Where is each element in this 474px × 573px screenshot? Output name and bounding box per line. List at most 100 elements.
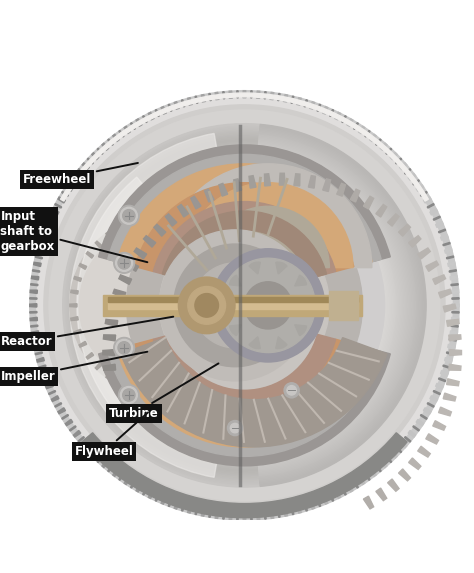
Wedge shape — [92, 153, 258, 458]
Circle shape — [195, 293, 219, 317]
Wedge shape — [207, 206, 329, 268]
Polygon shape — [223, 92, 225, 99]
Polygon shape — [278, 93, 280, 101]
Polygon shape — [376, 139, 381, 146]
Polygon shape — [304, 100, 307, 107]
Polygon shape — [358, 477, 365, 485]
Polygon shape — [443, 365, 450, 368]
Circle shape — [123, 210, 135, 222]
Wedge shape — [71, 131, 260, 480]
Polygon shape — [317, 104, 321, 111]
Polygon shape — [364, 196, 374, 209]
Wedge shape — [111, 172, 256, 439]
Circle shape — [114, 337, 135, 358]
Polygon shape — [426, 434, 438, 444]
Polygon shape — [283, 95, 288, 102]
Wedge shape — [116, 177, 255, 434]
Polygon shape — [370, 469, 376, 476]
Polygon shape — [322, 107, 328, 114]
Polygon shape — [143, 116, 147, 123]
Wedge shape — [108, 154, 381, 264]
Wedge shape — [82, 433, 407, 518]
Polygon shape — [294, 174, 300, 186]
Polygon shape — [229, 91, 233, 99]
Polygon shape — [41, 371, 48, 375]
Wedge shape — [108, 168, 256, 442]
Polygon shape — [82, 441, 90, 448]
Wedge shape — [258, 150, 401, 461]
Polygon shape — [58, 408, 65, 414]
Wedge shape — [258, 151, 400, 460]
Polygon shape — [144, 387, 148, 394]
Wedge shape — [259, 140, 410, 470]
Polygon shape — [323, 179, 331, 191]
Wedge shape — [82, 143, 259, 468]
Polygon shape — [168, 500, 172, 507]
Wedge shape — [257, 158, 392, 453]
Wedge shape — [121, 182, 255, 429]
Wedge shape — [153, 202, 336, 276]
Polygon shape — [217, 363, 224, 370]
Wedge shape — [65, 126, 260, 485]
Polygon shape — [449, 270, 456, 272]
Polygon shape — [450, 276, 457, 280]
Polygon shape — [237, 91, 238, 98]
Polygon shape — [70, 180, 76, 185]
Polygon shape — [124, 126, 130, 134]
Polygon shape — [191, 196, 201, 209]
Polygon shape — [113, 289, 126, 298]
Polygon shape — [62, 414, 68, 419]
Polygon shape — [451, 325, 458, 327]
Polygon shape — [423, 197, 431, 203]
Wedge shape — [123, 183, 255, 427]
Polygon shape — [82, 163, 90, 170]
Polygon shape — [440, 236, 448, 240]
Polygon shape — [445, 358, 452, 362]
Polygon shape — [291, 96, 294, 103]
Wedge shape — [257, 163, 387, 448]
Wedge shape — [93, 154, 257, 457]
Polygon shape — [310, 101, 315, 109]
Polygon shape — [195, 225, 201, 233]
Polygon shape — [86, 252, 94, 258]
Polygon shape — [365, 474, 370, 480]
Polygon shape — [97, 457, 103, 462]
Wedge shape — [66, 128, 260, 483]
Polygon shape — [35, 352, 42, 355]
Polygon shape — [71, 290, 78, 294]
Wedge shape — [124, 185, 255, 426]
Polygon shape — [39, 242, 46, 246]
Wedge shape — [260, 125, 425, 485]
Polygon shape — [335, 491, 340, 499]
Circle shape — [245, 282, 292, 329]
Polygon shape — [449, 364, 461, 370]
Wedge shape — [106, 167, 256, 444]
Circle shape — [120, 207, 137, 224]
Polygon shape — [370, 134, 376, 142]
Polygon shape — [113, 469, 119, 476]
Wedge shape — [81, 142, 259, 469]
Circle shape — [118, 342, 130, 354]
Polygon shape — [447, 352, 454, 355]
Polygon shape — [388, 214, 399, 226]
Polygon shape — [354, 481, 358, 488]
Polygon shape — [43, 378, 50, 382]
Wedge shape — [223, 300, 235, 311]
Wedge shape — [99, 145, 390, 262]
Polygon shape — [154, 224, 166, 236]
Polygon shape — [31, 284, 38, 286]
Polygon shape — [31, 276, 39, 280]
Wedge shape — [257, 154, 397, 457]
Polygon shape — [438, 378, 446, 382]
Wedge shape — [260, 127, 423, 484]
Circle shape — [120, 387, 137, 403]
Polygon shape — [30, 298, 37, 299]
Polygon shape — [408, 174, 416, 180]
Polygon shape — [195, 96, 198, 103]
Polygon shape — [449, 335, 461, 341]
Wedge shape — [90, 151, 258, 460]
Wedge shape — [117, 344, 372, 447]
Polygon shape — [449, 339, 456, 341]
Polygon shape — [79, 264, 87, 269]
Polygon shape — [347, 484, 353, 492]
